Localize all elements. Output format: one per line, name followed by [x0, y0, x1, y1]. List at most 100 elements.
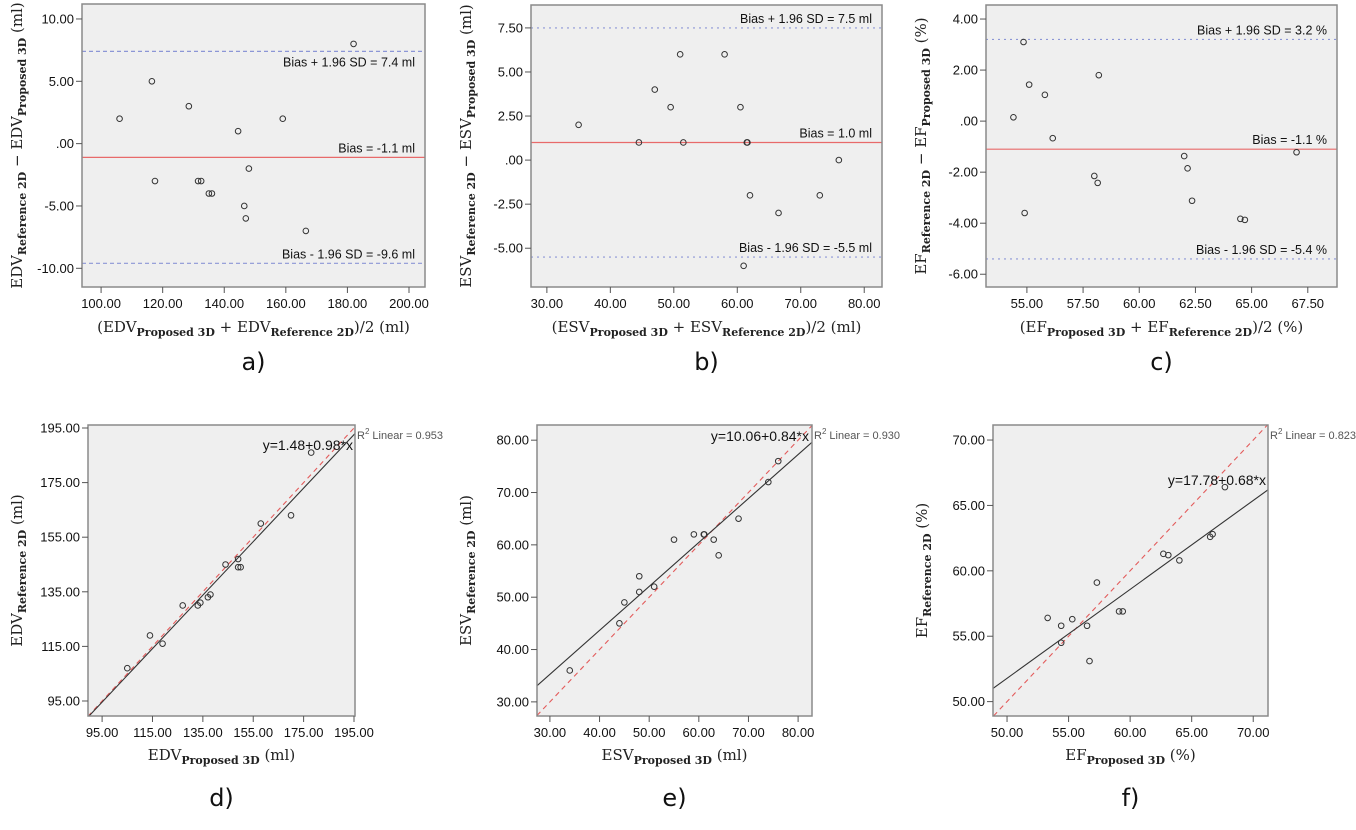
axis-title-sub2: Reference 2D	[1169, 326, 1253, 339]
data-point	[1025, 81, 1033, 88]
y-tick-label: -6.00	[948, 267, 978, 282]
data-point	[148, 77, 156, 85]
axis-title-sub1: Proposed 3D	[137, 326, 216, 339]
data-point	[651, 86, 659, 93]
regression-equation: y=17.78+0.68*x	[1168, 472, 1266, 488]
y-tick-label: 40.00	[496, 642, 529, 657]
r-squared-prefix: R	[814, 430, 822, 442]
data-point	[635, 588, 643, 596]
plot-frame	[87, 424, 356, 717]
x-tick-label: 180.00	[328, 296, 368, 311]
axis-title-sub1: Reference 2D	[921, 533, 934, 617]
r-squared-value: Linear = 0.930	[829, 430, 900, 442]
axis-title-suffix: )/2 (%)	[1252, 318, 1303, 336]
y-tick-label: -4.00	[948, 216, 978, 231]
axis-title-sub1: Proposed 3D	[590, 326, 669, 339]
data-point	[287, 512, 295, 519]
data-point	[667, 103, 674, 111]
data-point	[1057, 622, 1065, 630]
y-tick-label: 95.00	[47, 693, 80, 708]
data-point	[1209, 530, 1216, 538]
y-tick-label: 70.00	[496, 485, 529, 500]
x-tick-label: 155.00	[233, 725, 273, 740]
data-point	[575, 121, 582, 129]
y-tick-label: .00	[960, 114, 978, 129]
data-point	[700, 531, 708, 538]
panel-label: c)	[1150, 348, 1173, 376]
y-tick-label: 50.00	[952, 694, 985, 709]
lower-loa-label: Bias - 1.96 SD = -5.4 %	[1196, 243, 1327, 257]
axis-title-suffix: (ml)	[8, 494, 26, 530]
data-point	[621, 599, 628, 606]
data-point	[650, 583, 658, 591]
y-tick-label: -5.00	[44, 198, 74, 213]
data-point	[774, 457, 782, 465]
data-point	[1180, 152, 1188, 160]
panel-b: Bias + 1.96 SD = 7.5 ml Bias = 1.0 ml Bias…	[457, 4, 883, 376]
data-point	[1095, 71, 1103, 79]
plot-area	[531, 5, 882, 287]
y-axis-title: EFReference 2D (%)	[913, 503, 934, 638]
plot-contents	[82, 40, 425, 264]
data-point	[1021, 209, 1028, 217]
axis-title-prefix: (ESV	[552, 318, 591, 336]
data-point	[1086, 657, 1093, 665]
data-point	[1020, 38, 1027, 46]
lower-loa-label: Bias - 1.96 SD = -9.6 ml	[282, 247, 415, 261]
x-tick-label: 115.00	[133, 725, 172, 740]
y-tick-label: 50.00	[496, 590, 529, 605]
r-squared-superscript: 2	[822, 427, 827, 436]
y-tick-label: .00	[505, 153, 523, 168]
x-tick-label: 100.00	[81, 296, 121, 311]
x-tick-label: 120.00	[143, 296, 183, 311]
panel-label: e)	[662, 784, 686, 812]
regression-equation: y=10.06+0.84*x	[711, 428, 809, 444]
y-tick-label: -2.00	[948, 165, 978, 180]
data-point	[635, 572, 643, 580]
y-tick-label: 60.00	[496, 537, 529, 552]
bias-label: Bias = -1.1 %	[1252, 133, 1327, 147]
x-tick-label: 50.00	[658, 296, 691, 311]
data-point	[197, 177, 205, 185]
data-point	[234, 555, 242, 563]
data-point	[123, 664, 131, 672]
data-point	[205, 190, 213, 197]
x-tick-label: 67.50	[1292, 296, 1325, 311]
axis-title-prefix: EF	[1065, 746, 1086, 764]
panel-label: a)	[241, 348, 265, 376]
axis-title-mid: + ESV	[668, 318, 723, 336]
x-tick-label: 40.00	[583, 725, 616, 740]
data-point	[676, 51, 684, 58]
plot-frame	[536, 424, 813, 717]
data-point	[1091, 172, 1098, 180]
y-tick-label: -5.00	[493, 241, 523, 256]
axis-title-sub1: Reference 2D	[16, 529, 29, 613]
data-point	[1119, 608, 1127, 615]
y-tick-label: 60.00	[952, 563, 985, 578]
panel-c: Bias + 1.96 SD = 3.2 % Bias = -1.1 % Bias …	[912, 4, 1338, 376]
plot-contents	[88, 426, 355, 716]
data-point	[1010, 113, 1017, 121]
data-point	[1188, 197, 1196, 205]
data-point	[1094, 179, 1101, 187]
y-axis-title: EFReference 2D − EFProposed 3D (%)	[912, 17, 933, 274]
x-axis-title: EFProposed 3D (%)	[1065, 746, 1195, 767]
data-point	[670, 536, 678, 543]
x-tick-label: 95.00	[86, 725, 119, 740]
x-tick-label: 30.00	[531, 296, 564, 311]
r-squared-superscript: 2	[1278, 427, 1283, 436]
data-point	[710, 536, 718, 543]
data-point	[307, 449, 315, 456]
panel-label: d)	[209, 784, 234, 812]
x-tick-label: 30.00	[534, 725, 567, 740]
data-point	[146, 632, 154, 639]
plot-contents	[537, 425, 812, 716]
axis-title-sub1: Proposed 3D	[1087, 754, 1166, 767]
data-point	[237, 563, 244, 571]
data-point	[1176, 557, 1183, 564]
axis-title-prefix: EDV	[148, 746, 183, 764]
y-tick-label: 10.00	[41, 11, 74, 26]
data-point	[746, 192, 754, 199]
panel-label: f)	[1122, 784, 1140, 812]
r-squared-prefix: R	[357, 430, 365, 442]
